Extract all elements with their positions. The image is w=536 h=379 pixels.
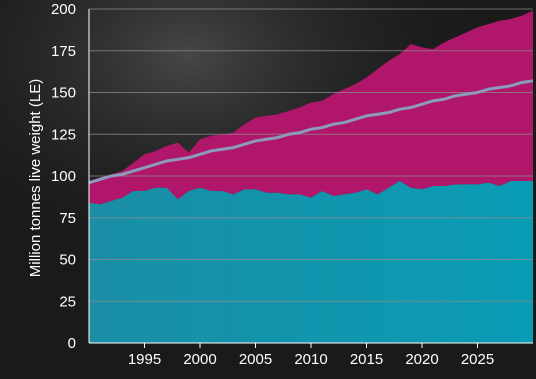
y-tick-label-175: 175	[51, 43, 76, 60]
x-tick-label-2025: 2025	[461, 351, 494, 368]
y-tick-label-150: 150	[51, 85, 76, 102]
series-line	[88, 79, 534, 185]
x-tick-label-1995: 1995	[128, 351, 161, 368]
y-tick-label-200: 200	[51, 1, 76, 18]
y-axis-label: Million tonnes live weight (LE)	[27, 79, 44, 277]
y-tick-label-75: 75	[59, 210, 76, 227]
y-tick-label-50: 50	[59, 252, 76, 269]
upper-area	[89, 10, 533, 205]
y-tick-label-25: 25	[59, 293, 76, 310]
x-tick-label-2020: 2020	[405, 351, 438, 368]
y-tick-label-125: 125	[51, 126, 76, 143]
y-tick-label-100: 100	[51, 168, 76, 185]
x-tick-label-2010: 2010	[294, 351, 327, 368]
x-tick-label-2000: 2000	[183, 351, 216, 368]
x-tick-label-2015: 2015	[350, 351, 383, 368]
x-tick-label-2005: 2005	[239, 351, 272, 368]
y-tick-label-0: 0	[68, 335, 76, 352]
lower-area	[89, 181, 533, 343]
